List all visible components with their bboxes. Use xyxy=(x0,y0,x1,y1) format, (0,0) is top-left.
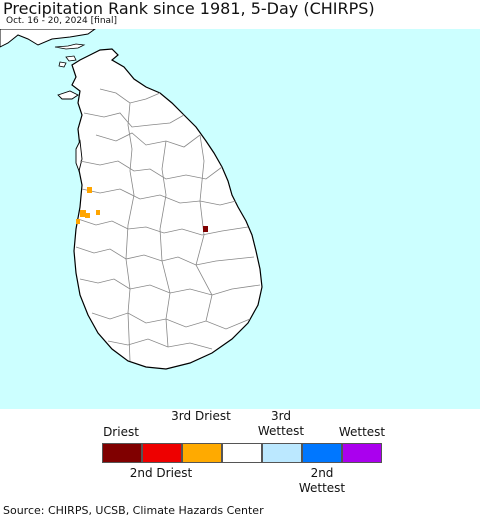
driest-marker xyxy=(203,226,208,232)
date-range-subtitle: Oct. 16 - 20, 2024 [final] xyxy=(6,16,118,26)
legend-swatch-3rd-driest xyxy=(182,443,222,463)
india-coastline xyxy=(0,29,96,48)
legend-swatch-driest xyxy=(102,443,142,463)
sri-lanka-island xyxy=(71,48,263,370)
page-title: Precipitation Rank since 1981, 5-Day (CH… xyxy=(3,0,375,18)
third-driest-marker xyxy=(87,187,92,193)
legend-label-third-wettest: 3rd Wettest xyxy=(257,409,305,438)
jaffna-islands xyxy=(58,55,77,68)
legend-label-2nd-driest: 2nd Driest xyxy=(129,466,193,480)
third-driest-marker xyxy=(96,210,100,215)
kalpitiya-spit xyxy=(75,139,83,173)
legend-label-driest: Driest xyxy=(103,425,139,439)
third-driest-marker xyxy=(85,213,90,218)
mannar-islands xyxy=(54,43,86,50)
legend-swatch-wettest xyxy=(342,443,382,463)
legend-swatch-2nd-wettest xyxy=(302,443,342,463)
legend-swatch-3rd-wettest xyxy=(262,443,302,463)
rank-legend: Driest 3rd Driest 3rd Wettest Wettest 2n… xyxy=(0,409,480,499)
source-credit: Source: CHIRPS, UCSB, Climate Hazards Ce… xyxy=(3,504,264,517)
legend-label-third-driest: 3rd Driest xyxy=(171,409,231,423)
legend-label-2nd-wettest: 2nd Wettest xyxy=(298,466,346,495)
third-driest-marker xyxy=(76,219,80,224)
mannar-island xyxy=(57,90,79,100)
legend-label-wettest: Wettest xyxy=(338,425,386,439)
third-driest-marker xyxy=(80,210,86,217)
district-boundaries xyxy=(75,88,261,362)
sri-lanka-map xyxy=(0,29,480,409)
legend-swatch-normal xyxy=(222,443,262,463)
legend-swatch-2nd-driest xyxy=(142,443,182,463)
